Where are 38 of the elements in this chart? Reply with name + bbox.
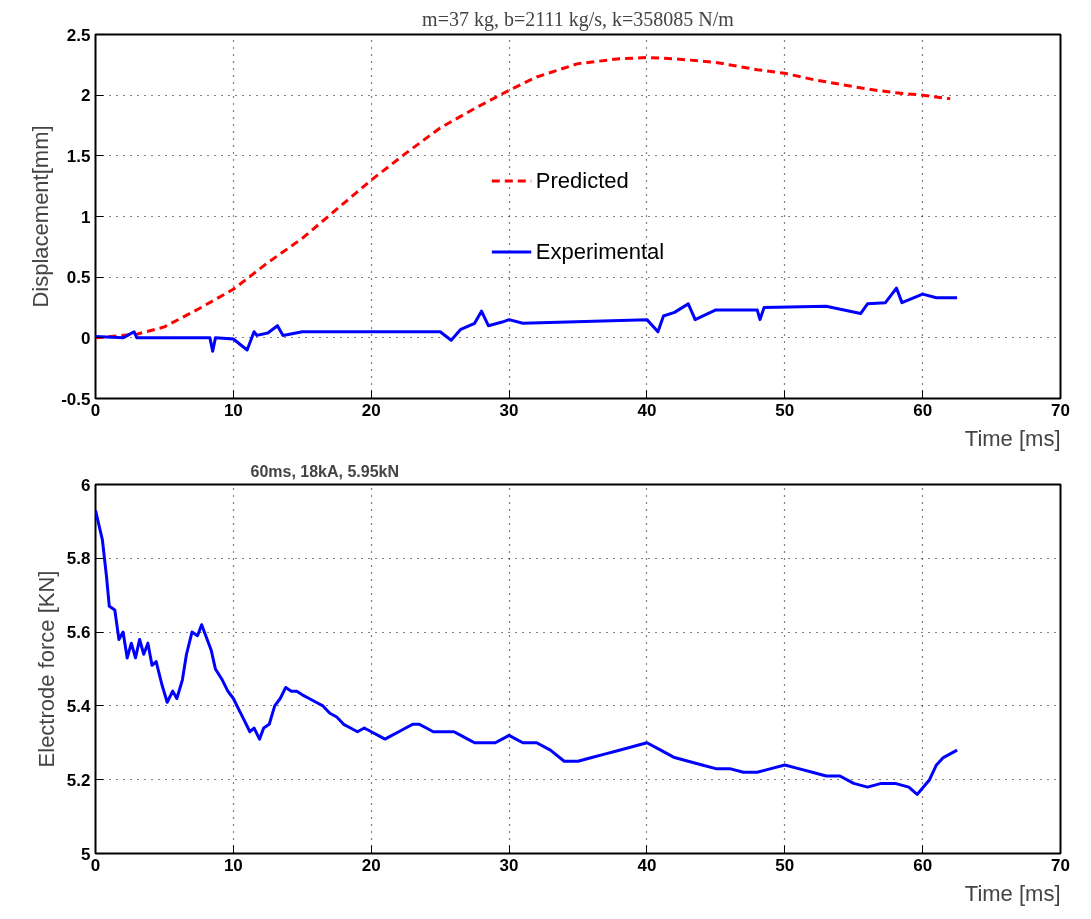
x-tick-label: 30 <box>499 400 519 420</box>
x-tick-label: 10 <box>223 400 243 420</box>
y-tick-label: 5.4 <box>66 696 92 716</box>
chart-title: 60ms, 18kA, 5.95kN <box>250 462 400 480</box>
x-tick-label: 40 <box>637 855 657 875</box>
x-tick-label: 20 <box>361 400 381 420</box>
y-tick-label: -0.5 <box>61 389 91 409</box>
x-tick-label: 10 <box>223 855 243 875</box>
y-tick-label: 5.2 <box>66 770 91 790</box>
line-series <box>95 508 959 796</box>
legend-label: Experimental <box>535 238 665 265</box>
y-axis-title: Displacement[mm] <box>28 125 54 308</box>
x-tick-label: 50 <box>775 400 795 420</box>
line-series <box>95 56 952 340</box>
x-axis-title: Time [ms] <box>964 880 1061 906</box>
y-tick-label: 1 <box>81 207 91 227</box>
x-tick-label: 60 <box>913 400 933 420</box>
y-tick-label: 6 <box>81 475 91 495</box>
y-tick-label: 5.6 <box>66 623 91 643</box>
legend-label: Predicted <box>535 167 629 194</box>
x-tick-label: 70 <box>1051 400 1070 420</box>
x-tick-label: 20 <box>361 855 381 875</box>
line-series <box>95 286 959 353</box>
x-tick-label: 50 <box>775 855 795 875</box>
x-tick-label: 70 <box>1051 855 1070 875</box>
chart-title: m=37 kg, b=2111 kg/s, k=358085 N/m <box>422 7 735 31</box>
y-tick-label: 1.5 <box>66 146 91 166</box>
y-axis-title: Electrode force [KN] <box>33 570 59 768</box>
x-axis-title: Time [ms] <box>964 425 1061 451</box>
x-tick-label: 60 <box>913 855 933 875</box>
y-tick-label: 5 <box>81 844 91 864</box>
y-tick-label: 0.5 <box>66 268 91 288</box>
y-tick-label: 2.5 <box>66 25 91 45</box>
x-tick-label: 40 <box>637 400 657 420</box>
y-tick-label: 5.8 <box>66 549 91 569</box>
y-tick-label: 2 <box>81 86 91 106</box>
x-tick-label: 30 <box>499 855 519 875</box>
y-tick-label: 0 <box>81 328 91 348</box>
